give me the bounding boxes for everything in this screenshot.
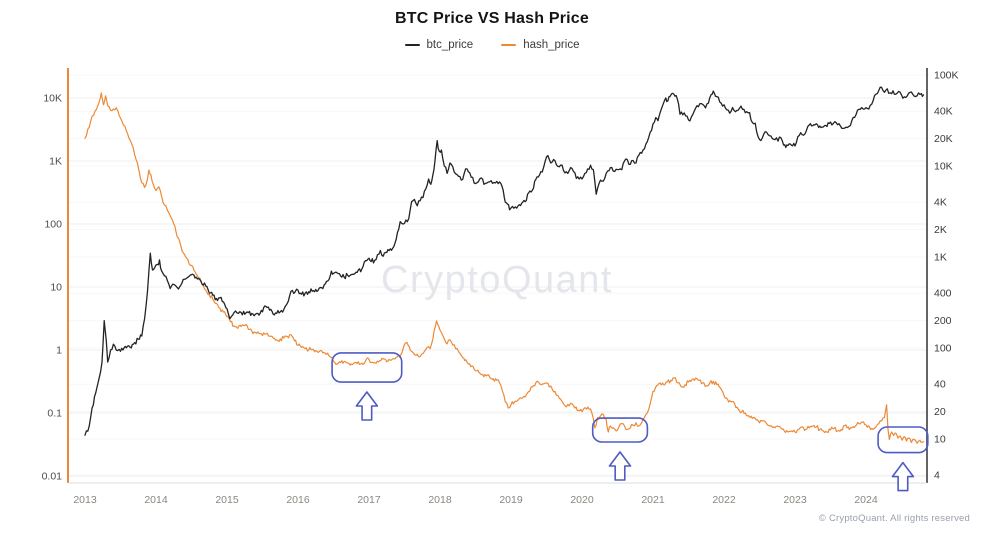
x-axis-tick-2018: 2018 [428,494,452,506]
x-axis-tick-2019: 2019 [499,494,523,506]
right-axis-tick: 100 [934,343,952,355]
annotations [331,352,929,492]
annotation-arrow [608,451,632,481]
left-axis-tick: 10 [50,282,62,294]
right-axis-tick: 2K [934,224,947,236]
legend-swatch-hash [501,44,517,46]
x-axis-tick-2024: 2024 [854,494,878,506]
legend-item-btc-price[interactable]: btc_price [404,39,474,51]
legend-item-hash-price[interactable]: hash_price [501,39,579,51]
left-axis-tick: 0.1 [47,408,62,420]
left-axis-tick: 100 [44,219,62,231]
right-axis: 100K 40K 20K 10K 4K 2K 1K 400 200 100 40 20 10 4 [934,70,959,482]
right-axis-tick: 20K [934,133,953,145]
right-axis-tick: 10K [934,161,953,173]
left-axis-tick: 10K [43,93,62,105]
right-axis-tick: 4K [934,197,947,209]
legend-swatch-btc [404,44,420,46]
right-axis-tick: 200 [934,315,952,327]
series-btc_price [84,86,925,436]
grid-lines [68,74,927,477]
watermark: CryptoQuant [381,259,613,301]
x-axis-tick-2020: 2020 [570,494,594,506]
annotation-box [331,352,403,383]
annotation-arrow [355,391,379,421]
left-axis-tick: 1 [56,345,62,357]
annotation-arrow [891,461,915,492]
right-axis-tick: 10 [934,434,946,446]
x-axis-tick-2016: 2016 [286,494,310,506]
x-axis: 2013 2014 2015 2016 2017 2018 2019 2020 2021 2022… [73,494,878,506]
right-axis-tick: 40 [934,379,946,391]
x-axis-tick-2015: 2015 [215,494,239,506]
legend-label-hash: hash_price [523,39,580,51]
x-axis-tick-2014: 2014 [144,494,168,506]
chart-legend: btc_price hash_price [0,39,984,51]
x-axis-tick-2022: 2022 [712,494,736,506]
x-axis-tick-2021: 2021 [641,494,665,506]
right-axis-tick: 100K [934,70,959,82]
x-axis-tick-2017: 2017 [357,494,381,506]
right-axis-tick: 400 [934,288,952,300]
series-hash_price [84,92,925,444]
left-axis: 10K 1K 100 10 1 0.1 0.01 [42,93,63,483]
right-axis-tick: 1K [934,252,947,264]
x-axis-tick-2023: 2023 [783,494,807,506]
right-axis-tick: 4 [934,470,940,482]
annotation-box [591,417,649,443]
right-axis-tick: 20 [934,406,946,418]
annotation-box [877,426,929,454]
left-axis-tick: 1K [49,156,62,168]
chart-title: BTC Price VS Hash Price [394,10,589,27]
copyright-notice: © CryptoQuant. All rights reserved [818,513,970,524]
left-axis-tick: 0.01 [42,471,63,483]
legend-label-btc: btc_price [426,39,474,51]
x-axis-tick-2013: 2013 [73,494,97,506]
right-axis-tick: 40K [934,106,953,118]
